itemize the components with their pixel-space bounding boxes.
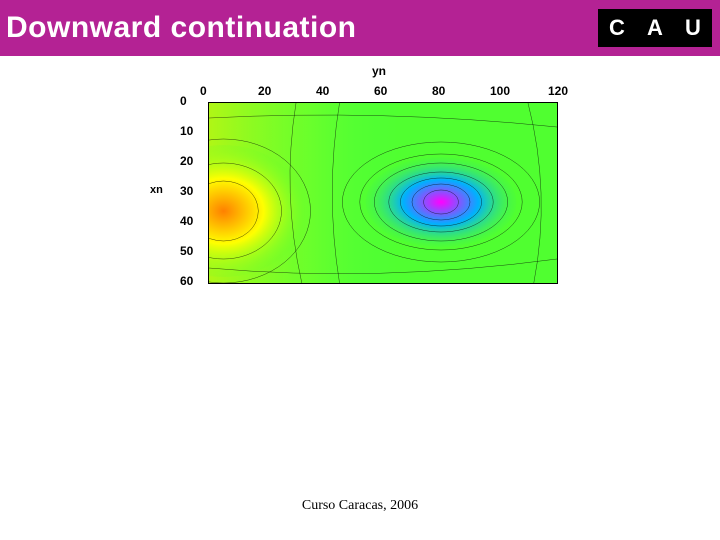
- x-tick-label: 120: [548, 84, 568, 98]
- y-tick-label: 20: [180, 154, 202, 168]
- contour-svg: [209, 103, 557, 283]
- chart-area: yn xn 020406080100120 0102030405060: [0, 56, 720, 486]
- x-tick-label: 100: [490, 84, 510, 98]
- x-tick-label: 80: [432, 84, 445, 98]
- y-tick-label: 30: [180, 184, 202, 198]
- y-tick-label: 40: [180, 214, 202, 228]
- y-tick-label: 60: [180, 274, 202, 288]
- contour-plot: [208, 102, 558, 284]
- footer-caption: Curso Caracas, 2006: [0, 486, 720, 526]
- x-tick-label: 60: [374, 84, 387, 98]
- header-bar: Downward continuation C A U: [0, 0, 720, 56]
- logo-letter-a: A: [636, 9, 674, 47]
- y-tick-label: 50: [180, 244, 202, 258]
- x-axis-label: xn: [150, 184, 163, 196]
- logo-letter-c: C: [598, 9, 636, 47]
- y-tick-label: 0: [180, 94, 202, 108]
- y-tick-label: 10: [180, 124, 202, 138]
- chart-title: yn: [372, 64, 386, 78]
- x-tick-label: 40: [316, 84, 329, 98]
- page-title: Downward continuation: [6, 11, 356, 45]
- cau-logo: C A U: [598, 8, 712, 48]
- x-tick-label: 20: [258, 84, 271, 98]
- logo-letter-u: U: [674, 9, 712, 47]
